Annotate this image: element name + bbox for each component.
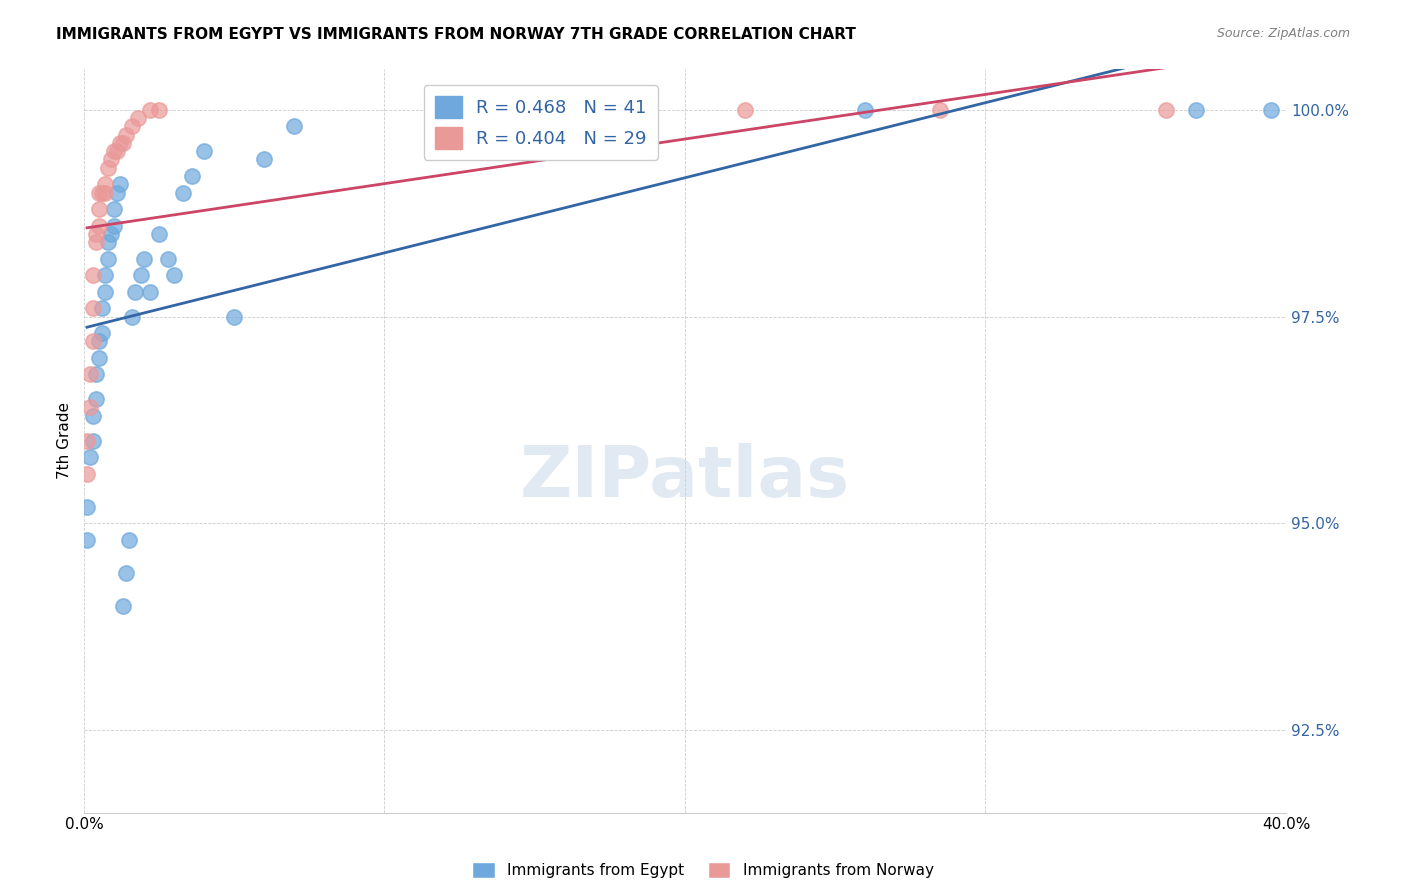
Point — [87, 351, 110, 365]
Point — [103, 144, 125, 158]
Point — [112, 599, 135, 613]
Point — [929, 103, 952, 117]
Point — [115, 566, 138, 580]
Point — [100, 153, 122, 167]
Point — [97, 252, 120, 266]
Point — [613, 103, 636, 117]
Point — [82, 434, 104, 448]
Point — [283, 120, 305, 134]
Point — [121, 310, 143, 324]
Point — [97, 161, 120, 175]
Point — [82, 409, 104, 423]
Point — [127, 111, 149, 125]
Point — [224, 310, 246, 324]
Y-axis label: 7th Grade: 7th Grade — [58, 402, 72, 479]
Point — [103, 202, 125, 216]
Point — [94, 178, 117, 192]
Point — [94, 285, 117, 299]
Point — [97, 235, 120, 249]
Point — [91, 301, 114, 316]
Point — [105, 186, 128, 200]
Point — [148, 227, 170, 241]
Point — [87, 219, 110, 233]
Point — [84, 392, 107, 407]
Point — [139, 285, 162, 299]
Point — [132, 252, 155, 266]
Text: ZIPatlas: ZIPatlas — [520, 443, 851, 512]
Point — [84, 368, 107, 382]
Point — [91, 186, 114, 200]
Point — [82, 334, 104, 349]
Point — [91, 326, 114, 340]
Point — [129, 268, 152, 283]
Point — [87, 334, 110, 349]
Point — [253, 153, 276, 167]
Point — [79, 401, 101, 415]
Point — [853, 103, 876, 117]
Point — [94, 268, 117, 283]
Point — [103, 219, 125, 233]
Point — [82, 301, 104, 316]
Point — [118, 533, 141, 547]
Point — [87, 202, 110, 216]
Point — [87, 186, 110, 200]
Point — [108, 136, 131, 150]
Point — [82, 268, 104, 283]
Point — [1185, 103, 1208, 117]
Point — [157, 252, 180, 266]
Point — [84, 235, 107, 249]
Point — [84, 227, 107, 241]
Point — [124, 285, 146, 299]
Point — [139, 103, 162, 117]
Point — [193, 144, 215, 158]
Point — [79, 450, 101, 464]
Point — [181, 169, 204, 183]
Point — [1260, 103, 1282, 117]
Point — [163, 268, 186, 283]
Text: IMMIGRANTS FROM EGYPT VS IMMIGRANTS FROM NORWAY 7TH GRADE CORRELATION CHART: IMMIGRANTS FROM EGYPT VS IMMIGRANTS FROM… — [56, 27, 856, 42]
Point — [76, 434, 98, 448]
Legend: R = 0.468   N = 41, R = 0.404   N = 29: R = 0.468 N = 41, R = 0.404 N = 29 — [423, 85, 658, 160]
Point — [76, 533, 98, 547]
Point — [121, 120, 143, 134]
Point — [172, 186, 194, 200]
Point — [148, 103, 170, 117]
Point — [76, 467, 98, 481]
Point — [112, 136, 135, 150]
Point — [115, 128, 138, 142]
Legend: Immigrants from Egypt, Immigrants from Norway: Immigrants from Egypt, Immigrants from N… — [467, 856, 939, 884]
Point — [100, 227, 122, 241]
Point — [105, 144, 128, 158]
Point — [734, 103, 756, 117]
Point — [94, 186, 117, 200]
Text: Source: ZipAtlas.com: Source: ZipAtlas.com — [1216, 27, 1350, 40]
Point — [79, 368, 101, 382]
Point — [108, 178, 131, 192]
Point — [76, 500, 98, 514]
Point — [1154, 103, 1177, 117]
